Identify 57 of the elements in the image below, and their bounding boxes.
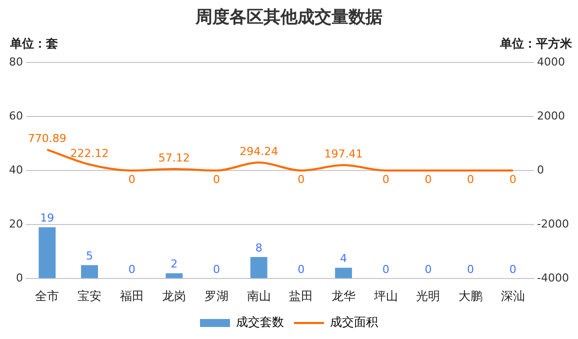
data-label: 0 xyxy=(509,262,516,276)
y2-tick-label: 2000 xyxy=(537,109,566,122)
x-tick-label: 深汕 xyxy=(500,288,525,303)
bar xyxy=(81,265,98,278)
data-label: 0 xyxy=(382,172,390,186)
data-label: 222.12 xyxy=(70,146,109,160)
x-tick-label: 坪山 xyxy=(372,288,398,303)
data-label: 57.12 xyxy=(158,151,190,164)
y2-tick-label: 4000 xyxy=(537,55,566,68)
data-label: 5 xyxy=(86,249,93,262)
chart-title: 周度各区其他成交量数据 xyxy=(194,8,382,28)
data-label: 2 xyxy=(170,258,178,271)
y-tick-label: 20 xyxy=(8,217,23,230)
data-label: 8 xyxy=(255,241,262,254)
bar xyxy=(166,273,183,278)
data-label: 0 xyxy=(213,172,220,186)
x-tick-label: 盐田 xyxy=(289,288,314,303)
data-label: 197.41 xyxy=(324,148,363,161)
data-label: 0 xyxy=(298,262,305,276)
data-label: 0 xyxy=(128,262,136,276)
x-tick-label: 福田 xyxy=(120,288,144,303)
y-tick-label: 60 xyxy=(8,109,23,122)
x-tick-label: 宝安 xyxy=(78,288,102,303)
y2-axis-title: 单位：平方米 xyxy=(499,36,573,51)
bar xyxy=(38,227,56,278)
x-tick-label: 大鹏 xyxy=(458,288,483,303)
x-tick-label: 龙华 xyxy=(332,288,356,303)
y-tick-label: 0 xyxy=(16,271,23,284)
legend-label: 成交套数 xyxy=(236,315,284,330)
x-tick-label: 龙岗 xyxy=(162,288,186,303)
data-label: 0 xyxy=(382,262,390,276)
bar xyxy=(335,268,352,278)
data-label: 0 xyxy=(424,172,432,186)
x-tick-label: 光明 xyxy=(416,288,440,303)
data-label: 4 xyxy=(340,252,348,266)
bar xyxy=(250,256,268,278)
data-label: 0 xyxy=(213,262,220,276)
y2-tick-label: -2000 xyxy=(537,217,570,230)
data-label: 0 xyxy=(424,262,432,276)
y-tick-label: 40 xyxy=(8,163,23,176)
data-label: 0 xyxy=(128,172,136,186)
y2-tick-label: 0 xyxy=(537,163,544,176)
data-label: 0 xyxy=(298,172,305,186)
y2-tick-label: -4000 xyxy=(537,271,570,284)
x-tick-label: 全市 xyxy=(35,288,60,303)
y-axis-title: 单位：套 xyxy=(9,36,58,51)
x-tick-label: 南山 xyxy=(246,288,271,303)
x-tick-label: 罗湖 xyxy=(204,288,229,303)
y-tick-label: 80 xyxy=(8,55,23,68)
data-label: 0 xyxy=(509,172,516,186)
legend-label: 成交面积 xyxy=(330,315,378,330)
data-label: 19 xyxy=(40,212,54,225)
data-label: 0 xyxy=(467,262,474,276)
data-label: 0 xyxy=(467,172,474,186)
data-label: 770.89 xyxy=(28,132,66,146)
data-label: 294.24 xyxy=(240,144,278,158)
line-series xyxy=(46,148,514,172)
